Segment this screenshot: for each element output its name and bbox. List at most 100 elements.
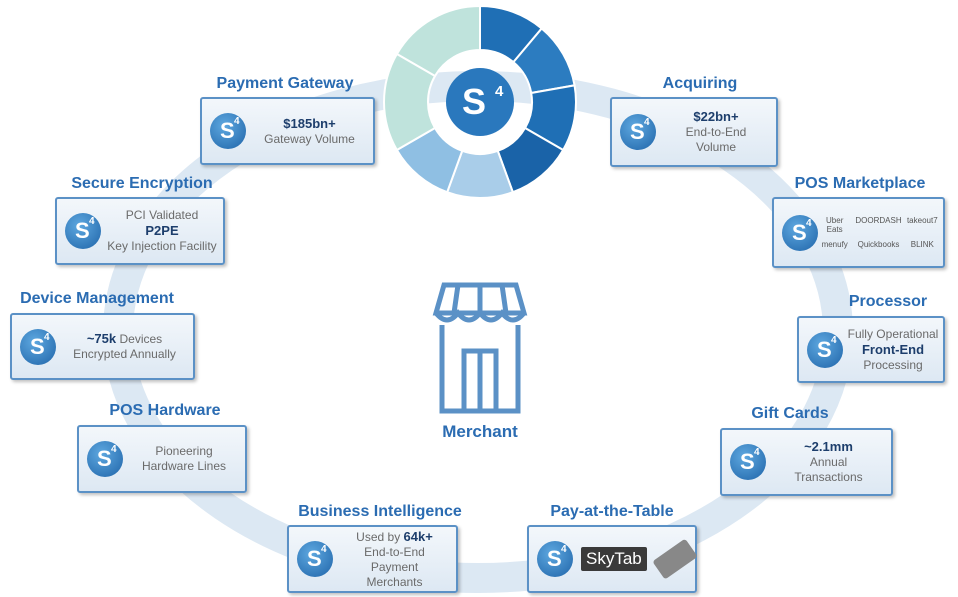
device-icon	[652, 538, 698, 580]
partner-logo: Quickbooks	[857, 240, 900, 249]
mini-logo-power: 4	[44, 331, 50, 343]
logo-core	[446, 68, 514, 136]
node-text: $22bn+ End-to-End Volume	[656, 109, 776, 155]
node-text: PCI Validated P2PE Key Injection Facility	[101, 208, 223, 254]
text-line: Gateway Volume	[246, 132, 373, 147]
mini-logo-power: 4	[111, 444, 117, 455]
text-line: End-to-End	[333, 545, 456, 560]
detail: Transactions	[794, 470, 863, 484]
node-box: S 4 $185bn+ Gateway Volume	[200, 97, 375, 165]
highlight: ~2.1mm	[804, 439, 853, 454]
detail: Processing	[863, 357, 923, 372]
mini-logo-letter: S	[740, 449, 755, 474]
node-box: S 4 ~75k Devices Encrypted Annually	[10, 313, 195, 380]
detail: End-to-End	[685, 125, 747, 139]
node-box: S 4 ~2.1mm Annual Transactions	[720, 428, 893, 496]
mini-logo-power: 4	[754, 447, 760, 458]
detail: Devices	[116, 332, 163, 346]
highlight: $22bn+	[693, 109, 739, 124]
detail: Payment	[370, 559, 419, 574]
mini-logo-power: 4	[89, 216, 95, 227]
node-title: Gift Cards	[751, 405, 829, 422]
mini-logo-letter: S	[630, 119, 645, 144]
logo-letter: S	[462, 81, 486, 122]
mini-logo-letter: S	[547, 546, 562, 571]
text-line: Transactions	[766, 470, 891, 485]
text-line: PCI Validated	[101, 208, 223, 223]
node-title: Business Intelligence	[298, 503, 462, 520]
node-title: Device Management	[20, 290, 174, 307]
node-box: S 4 Pioneering Hardware Lines	[77, 425, 247, 493]
detail: Gateway Volume	[264, 131, 355, 146]
text-line: ~75k Devices	[56, 331, 193, 347]
detail: Encrypted Annually	[73, 347, 176, 361]
text-line: Hardware Lines	[123, 459, 245, 474]
node-title: Processor	[848, 293, 928, 310]
center-label: Merchant	[442, 422, 518, 441]
detail: Pioneering	[155, 444, 213, 458]
node-title: Secure Encryption	[71, 175, 213, 192]
mini-logo-letter: S	[30, 333, 45, 359]
node-text: Fully Operational Front-End Processing	[843, 327, 943, 373]
node-text: ~75k Devices Encrypted Annually	[56, 331, 193, 362]
text-line: End-to-End	[656, 125, 776, 140]
mini-logo-power: 4	[321, 544, 327, 555]
partner-logos: Uber Eats DOORDASH takeout7 menufy Quickbook…	[818, 216, 943, 249]
node-text: Pioneering Hardware Lines	[123, 444, 245, 474]
highlight: 64k+	[403, 528, 433, 544]
text-line: Used by 64k+	[333, 529, 456, 545]
detail: Key Injection Facility	[107, 239, 217, 253]
text-line: Fully Operational	[843, 327, 943, 342]
partner-logo: DOORDASH	[855, 216, 902, 225]
partner-logo: menufy	[821, 240, 848, 249]
text-line: Annual	[766, 455, 891, 470]
mini-logo-power: 4	[806, 217, 812, 229]
text-line: Front-End	[843, 342, 943, 358]
brand-logo: SkyTab	[581, 547, 647, 571]
highlight: P2PE	[145, 223, 179, 238]
text-line: Encrypted Annually	[56, 347, 193, 362]
detail: Annual	[809, 455, 848, 469]
partner-logo: takeout7	[906, 216, 938, 225]
text-line: $22bn+	[656, 109, 776, 125]
detail: Merchants	[366, 574, 423, 589]
highlight: ~75k	[86, 331, 117, 346]
store-icon	[432, 282, 528, 414]
mini-logo-letter: S	[220, 118, 235, 143]
node-box: S 4 $22bn+ End-to-End Volume	[610, 97, 778, 167]
partner-logo: BLINK	[910, 240, 934, 249]
text-line: Pioneering	[123, 444, 245, 459]
text-line: Volume	[656, 140, 776, 155]
mini-logo-letter: S	[817, 336, 832, 362]
text-line: Key Injection Facility	[101, 239, 223, 254]
node-box: S 4 PCI Validated P2PE Key Injection Facilit…	[55, 197, 225, 265]
mini-logo-power: 4	[234, 116, 240, 127]
detail: End-to-End	[364, 544, 425, 559]
detail: Used by	[356, 529, 404, 544]
node-text: ~2.1mm Annual Transactions	[766, 439, 891, 485]
mini-logo-power: 4	[644, 117, 650, 128]
node-box: S 4 Used by 64k+ End-to-End Payment Merchants	[287, 525, 458, 593]
node-title: Payment Gateway	[216, 75, 354, 92]
node-text: $185bn+ Gateway Volume	[246, 116, 373, 147]
detail: Fully Operational	[847, 326, 939, 341]
node-box: S 4 SkyTab	[527, 525, 698, 593]
text-line: $185bn+	[246, 116, 373, 132]
mini-logo-power: 4	[831, 334, 837, 346]
mini-logo-letter: S	[307, 546, 322, 571]
mini-logo-letter: S	[75, 218, 90, 243]
node-box: S 4 Fully Operational Front-End Processing	[797, 316, 945, 383]
node-box: S 4 Uber Eats DOORDASH takeout7 menufy Quickbo…	[772, 197, 945, 268]
node-title: POS Hardware	[109, 402, 221, 419]
node-title: POS Marketplace	[794, 175, 926, 192]
detail: Volume	[695, 140, 737, 154]
